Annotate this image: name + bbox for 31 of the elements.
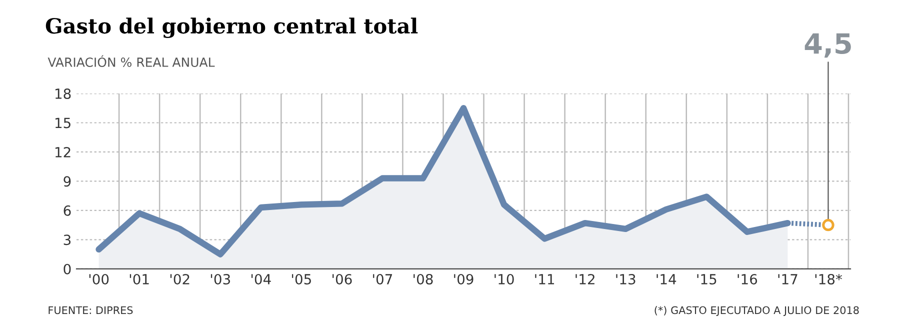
source-note: FUENTE: DIPRES (48, 306, 133, 314)
x-tick-label: '12 (576, 274, 594, 284)
annotation: 4,5 (804, 33, 851, 58)
x-tick-label: '15 (697, 274, 716, 284)
text: (*) GASTO EJECUTADO A JULIO DE 2018 (654, 306, 859, 316)
chart-subtitle: VARIACIÓN % REAL ANUAL (48, 55, 215, 67)
x-tick-label: '13 (616, 274, 636, 284)
x-tick-label: '18* (815, 274, 842, 284)
x-tick-label: '10 (494, 274, 514, 284)
x-tick-label: '14 (656, 274, 676, 284)
y-tick-label: 6 (64, 205, 71, 216)
x-tick-label: '05 (292, 274, 311, 284)
x-tick-label: '01 (130, 274, 149, 284)
x-tick-label: '09 (454, 274, 474, 284)
x-tick-label: '08 (414, 274, 433, 284)
x-tick-label: '17 (778, 274, 798, 284)
x-tick-label: '11 (535, 274, 554, 284)
x-tick-label: '00 (89, 274, 109, 284)
y-tick-label: 12 (55, 146, 70, 158)
y-tick-label: 9 (64, 176, 71, 187)
x-tick-label: '02 (170, 274, 190, 284)
x-tick-label: '07 (373, 274, 392, 284)
y-tick-label: 18 (55, 88, 71, 99)
y-tick-label: 15 (55, 118, 70, 128)
chart-title: Gasto del gobierno central total (46, 18, 418, 38)
x-tick-label: '04 (251, 274, 271, 284)
x-tick-label: '03 (210, 274, 230, 284)
y-tick-label: 3 (64, 234, 71, 246)
x-tick-label: '16 (738, 274, 758, 284)
x-tick-label: '06 (332, 274, 352, 284)
y-tick-label: 0 (64, 264, 71, 274)
